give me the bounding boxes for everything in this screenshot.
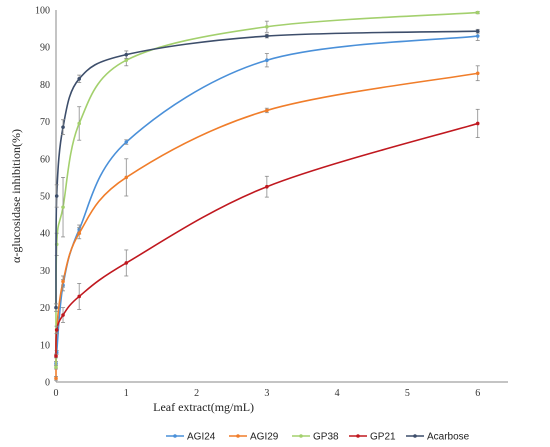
x-tick-label: 0 — [54, 388, 59, 399]
y-tick-label: 80 — [40, 80, 50, 91]
legend-label: Acarbose — [427, 432, 470, 443]
data-point — [265, 184, 269, 189]
y-tick-label: 70 — [40, 117, 50, 128]
legend-marker — [356, 434, 360, 438]
series-line-gp21 — [55, 122, 478, 356]
data-point — [265, 24, 269, 29]
x-tick-label: 6 — [475, 388, 480, 399]
data-point — [54, 194, 59, 198]
data-point — [61, 125, 65, 129]
data-point — [54, 354, 58, 358]
data-point — [54, 328, 59, 332]
data-point — [475, 29, 480, 34]
axes: 0 10 20 30 40 50 60 70 80 90 100 0 1 2 3 4 5 6 — [35, 6, 508, 399]
x-tick-label: 1 — [124, 388, 129, 399]
legend-label: AGI29 — [250, 432, 279, 443]
data-point — [124, 261, 129, 265]
legend-item-agi24: AGI24 — [166, 432, 216, 443]
series-line-agi24 — [55, 35, 478, 364]
legend-marker — [236, 434, 240, 438]
data-point — [54, 365, 58, 369]
series-line-agi29 — [55, 72, 478, 379]
y-tick-label: 50 — [40, 192, 50, 203]
y-tick-label: 90 — [40, 43, 50, 54]
data-point — [475, 34, 480, 38]
data-point — [265, 58, 269, 63]
y-tick-label: 30 — [40, 266, 50, 277]
y-tick-label: 40 — [40, 229, 50, 240]
legend-item-agi29: AGI29 — [229, 432, 279, 443]
legend-label: GP38 — [313, 432, 339, 443]
legend-label: AGI24 — [187, 432, 216, 443]
x-tick-label: 2 — [194, 388, 199, 399]
data-point — [77, 121, 81, 126]
data-point — [77, 231, 81, 235]
data-point — [61, 313, 65, 317]
series-agi29 — [54, 65, 480, 381]
y-tick-label: 0 — [45, 378, 50, 389]
legend-item-gp21: GP21 — [349, 432, 396, 443]
data-point — [61, 205, 65, 209]
series-line-acarbose — [55, 30, 478, 308]
y-tick-label: 100 — [35, 6, 50, 17]
legend: AGI24 AGI29 GP38 GP21 Acarbose — [166, 432, 470, 443]
data-point — [475, 71, 480, 76]
legend-item-acarbose: Acarbose — [406, 432, 470, 443]
y-tick-label: 10 — [40, 340, 50, 351]
data-point — [124, 52, 129, 57]
data-point — [77, 294, 81, 299]
data-point — [54, 376, 58, 381]
x-tick-label: 3 — [264, 388, 269, 399]
data-point — [124, 175, 129, 180]
series-acarbose — [54, 28, 480, 312]
data-point — [475, 121, 480, 126]
series-gp21 — [54, 108, 480, 359]
data-point — [124, 140, 129, 144]
legend-marker — [299, 434, 303, 438]
legend-item-gp38: GP38 — [292, 432, 339, 443]
y-axis-title: α-glucosidase inhibition(%) — [9, 129, 23, 263]
data-point — [54, 305, 58, 310]
x-tick-label: 4 — [335, 388, 340, 399]
data-point — [61, 279, 65, 284]
x-tick-label: 5 — [405, 388, 410, 399]
data-point — [124, 58, 129, 63]
y-tick-label: 20 — [40, 303, 50, 314]
y-tick-label: 60 — [40, 154, 50, 165]
data-point — [475, 10, 480, 15]
x-axis-title: Leaf extract(mg/mL) — [153, 400, 254, 414]
data-point — [265, 34, 269, 38]
series-layer — [54, 10, 480, 381]
legend-marker — [173, 434, 177, 438]
legend-marker — [413, 434, 417, 438]
data-point — [77, 77, 81, 81]
data-point — [265, 108, 269, 113]
series-agi24 — [54, 31, 480, 366]
legend-label: GP21 — [370, 432, 396, 443]
